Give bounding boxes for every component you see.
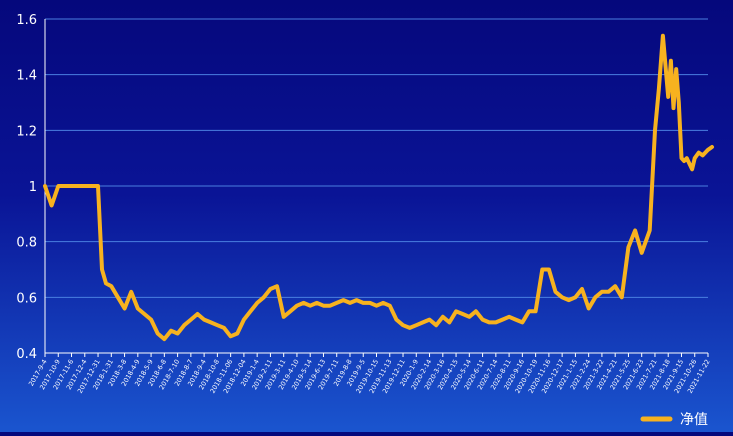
y-tick-label: 0.6: [16, 291, 37, 306]
y-tick-label: 0.8: [16, 236, 37, 251]
legend-label-series-1: 净值: [680, 412, 708, 428]
grid-lines: [45, 18, 708, 354]
series-line-1: [43, 33, 714, 342]
y-tick-label: 1: [29, 180, 37, 195]
y-tick-label: 0.4: [16, 347, 37, 362]
y-tick-label: 1.2: [16, 124, 37, 139]
legend: 净值: [640, 412, 708, 428]
x-axis-ticks: 2017-9-42017-10-92017-11-62017-12-42017-…: [27, 353, 712, 395]
y-tick-label: 1.6: [16, 13, 37, 28]
y-tick-label: 1.4: [16, 69, 37, 84]
y-axis-ticks: 0.4 0.6 0.8 1 1.2 1.4 1.6: [16, 13, 37, 362]
series-layer: [43, 33, 714, 342]
